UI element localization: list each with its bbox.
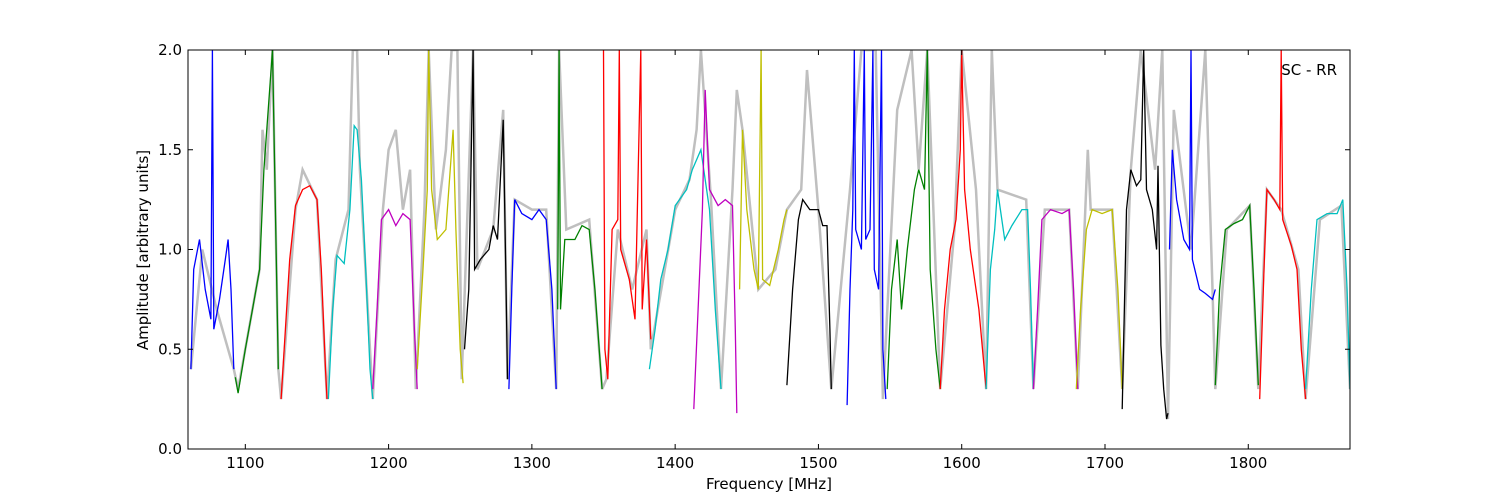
series-band-06: [416, 50, 464, 384]
x-tick-label: 1300: [513, 454, 551, 472]
series-band-04: [327, 123, 374, 400]
series-band-14: [786, 198, 832, 390]
x-tick-label: 1400: [656, 454, 694, 472]
series-band-10: [602, 50, 652, 380]
series-raw: [189, 50, 1350, 420]
series-band-23: [1214, 203, 1259, 386]
chart-annotation: SC - RR: [1281, 61, 1337, 79]
series-band-11: [648, 147, 722, 390]
x-tick-label: 1500: [799, 454, 837, 472]
series-band-15: [846, 50, 887, 406]
y-tick-label: 2.0: [158, 41, 182, 59]
y-tick-label: 1.5: [158, 141, 182, 159]
ticks-layer: 1100 1200 1300 1400 1500 1600 1700 1800 0.0 0.5 1.…: [158, 41, 1350, 472]
x-tick-label: 1100: [226, 454, 264, 472]
series-band-25: [1304, 199, 1350, 390]
series-band-03: [280, 184, 328, 400]
series-band-01: [190, 50, 235, 370]
series-band-20: [1075, 208, 1123, 390]
x-tick-label: 1200: [369, 454, 407, 472]
series-band-18: [985, 189, 1035, 390]
series-band-09: [557, 50, 603, 390]
series-layer: [189, 50, 1350, 420]
series-band-13: [738, 50, 788, 290]
series-band-16: [886, 50, 941, 390]
y-tick-label: 0.0: [158, 440, 182, 458]
series-band-02: [234, 50, 279, 394]
series-band-19: [1032, 208, 1079, 390]
y-axis-label: Amplitude [arbitrary units]: [134, 150, 152, 350]
series-band-21: [1121, 50, 1169, 420]
y-tick-label: 1.0: [158, 241, 182, 259]
series-band-08: [508, 199, 557, 390]
series-band-07: [463, 50, 509, 380]
series-band-05: [372, 208, 418, 390]
x-tick-label: 1700: [1086, 454, 1124, 472]
x-axis-label: Frequency [MHz]: [706, 475, 832, 493]
series-band-17: [939, 50, 987, 390]
x-tick-label: 1600: [943, 454, 981, 472]
y-tick-label: 0.5: [158, 340, 182, 358]
series-band-24: [1259, 50, 1307, 400]
series-band-22: [1168, 50, 1216, 301]
plot-frame: [187, 49, 1351, 450]
x-tick-label: 1800: [1229, 454, 1267, 472]
series-band-12: [693, 89, 738, 414]
